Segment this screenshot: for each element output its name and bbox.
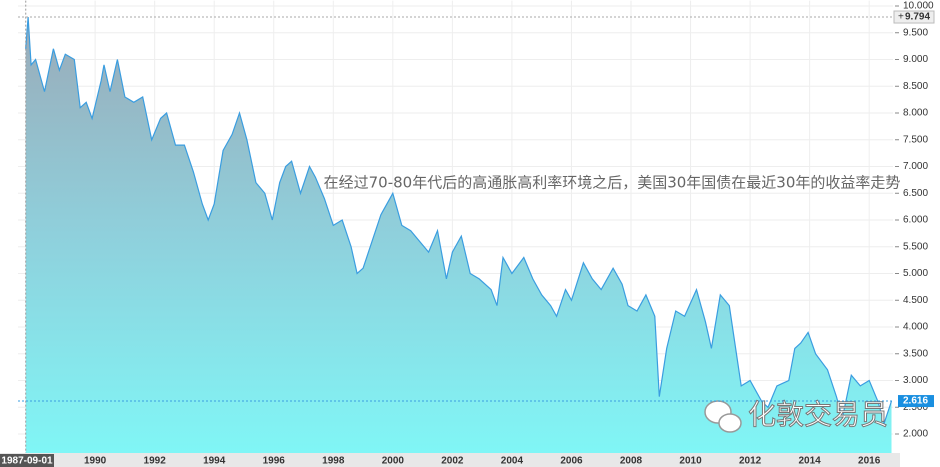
area	[25, 17, 892, 453]
watermark-icon	[704, 400, 742, 433]
x-tick-label: 2002	[441, 456, 464, 467]
y-tick-label: 7.500	[903, 134, 928, 145]
y-tick-label: 4.000	[903, 322, 928, 333]
icon-bubble	[718, 413, 742, 433]
watermark: 化敦交易员	[748, 398, 888, 431]
x-tick-label: 2008	[620, 456, 643, 467]
x-tick-label: 2014	[799, 456, 822, 467]
y-tick-label: 9.000	[903, 54, 928, 65]
last-tag	[898, 395, 934, 408]
y-tick-label: 2.500	[903, 402, 928, 413]
max-tag-plus: +	[898, 12, 904, 23]
x-tick-label: 2006	[560, 456, 583, 467]
cursor-tag	[0, 454, 54, 467]
x-tick-label: 2016	[858, 456, 881, 467]
y-tick-label: 6.500	[903, 188, 928, 199]
x-tick-label: 1998	[322, 456, 345, 467]
x-tick-label: 1990	[84, 456, 107, 467]
x-tick-label: 2010	[679, 456, 702, 467]
x-axis-bar	[0, 453, 900, 467]
y-tick-label: 9.500	[903, 27, 928, 38]
y-tick-label: 5.000	[903, 268, 928, 279]
y-tick-label: 8.500	[903, 81, 928, 92]
max-tag	[893, 10, 935, 24]
x-tick-label: 2000	[382, 456, 405, 467]
last-label: 2.616	[903, 396, 928, 407]
annotation: 在经过70-80年代后的高通胀高利率环境之后，美国30年国债在最近30年的收益率…	[324, 174, 901, 192]
max-label: 9.794	[905, 12, 930, 23]
x-tick-label: 1994	[203, 456, 226, 467]
x-tick-label: 1996	[263, 456, 286, 467]
y-tick-label: 7.000	[903, 161, 928, 172]
y-tick-label: 8.000	[903, 108, 928, 119]
x-tick-label: 2012	[739, 456, 762, 467]
y-tick-label: 2.000	[903, 429, 928, 440]
cursor-label: 1987-09-01	[1, 456, 53, 467]
y-tick-label: 5.500	[903, 241, 928, 252]
line	[25, 16, 893, 426]
y-tick-label: 4.500	[903, 295, 928, 306]
y-tick-label: 6.000	[903, 215, 928, 226]
x-tick-label: 2004	[501, 456, 524, 467]
y-tick-label: 10.000	[903, 1, 934, 12]
y-tick-label: 3.000	[903, 375, 928, 386]
x-tick-label: 1992	[144, 456, 167, 467]
y-tick-label: 3.500	[903, 348, 928, 359]
